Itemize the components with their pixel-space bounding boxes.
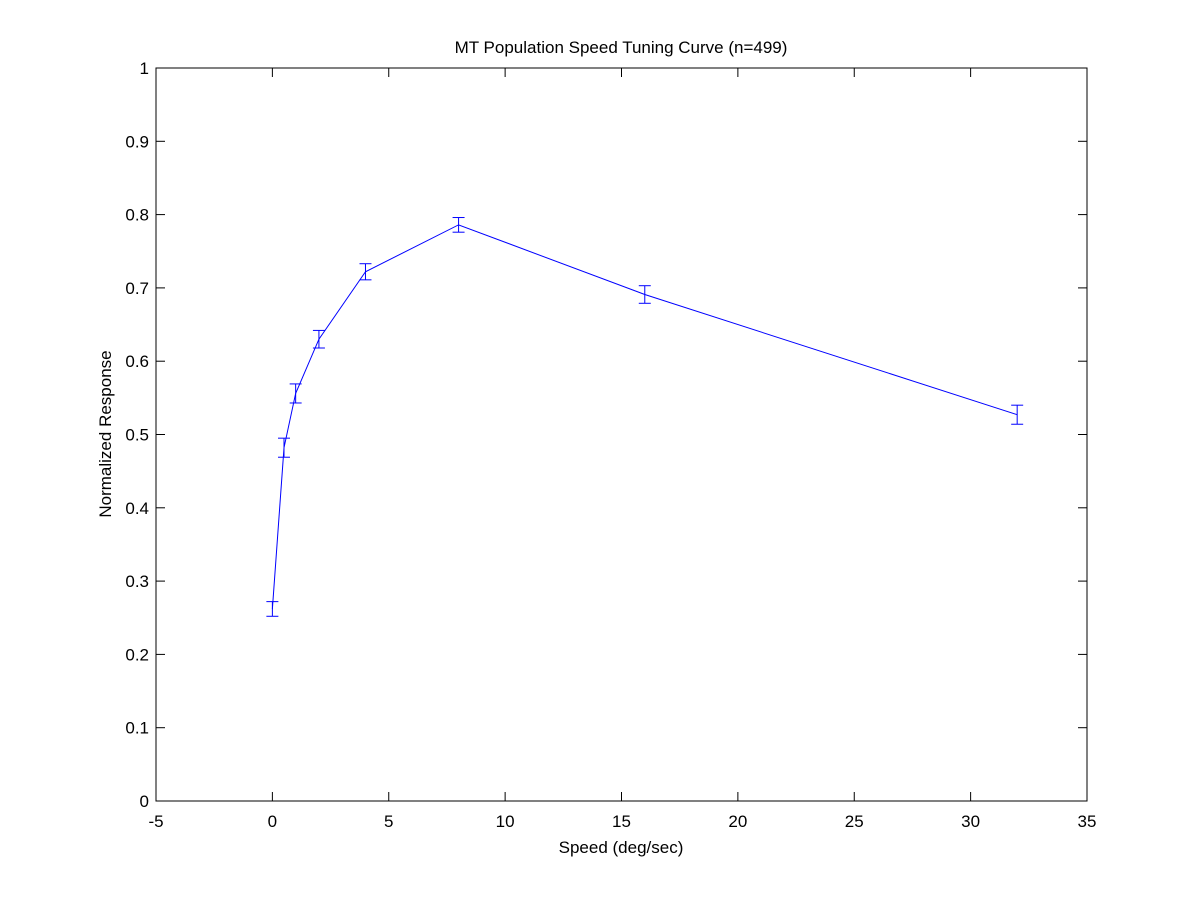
y-tick-label: 0 bbox=[140, 792, 149, 811]
y-tick-label: 0.3 bbox=[125, 572, 149, 591]
x-tick-label: 10 bbox=[496, 812, 515, 831]
axes-box bbox=[155, 67, 1088, 802]
x-tick-label: 15 bbox=[612, 812, 631, 831]
y-tick-label: 0.7 bbox=[125, 279, 149, 298]
error-bar bbox=[1011, 404, 1024, 425]
error-bar bbox=[266, 601, 279, 617]
x-axis-label: Speed (deg/sec) bbox=[559, 838, 684, 857]
x-tick-label: 35 bbox=[1078, 812, 1097, 831]
x-tick-label: 25 bbox=[845, 812, 864, 831]
error-bar bbox=[312, 329, 325, 349]
error-bar bbox=[359, 263, 372, 281]
y-tick-label: 0.8 bbox=[125, 206, 149, 225]
y-tick-label: 0.4 bbox=[125, 499, 149, 518]
y-tick-label: 1 bbox=[140, 59, 149, 78]
x-tick-label: 30 bbox=[961, 812, 980, 831]
y-tick-label: 0.5 bbox=[125, 426, 149, 445]
y-axis-label: Normalized Response bbox=[96, 350, 115, 517]
x-tick-label: 20 bbox=[728, 812, 747, 831]
y-tick-label: 0.1 bbox=[125, 719, 149, 738]
error-bar bbox=[452, 217, 465, 233]
chart-title: MT Population Speed Tuning Curve (n=499) bbox=[455, 38, 788, 57]
y-tick-label: 0.2 bbox=[125, 645, 149, 664]
y-tick-label: 0.6 bbox=[125, 352, 149, 371]
error-bar bbox=[289, 383, 302, 404]
error-bar bbox=[638, 285, 651, 304]
y-tick-label: 0.9 bbox=[125, 132, 149, 151]
series-group bbox=[266, 217, 1024, 617]
error-bar bbox=[278, 437, 291, 458]
tick-labels: -5 0 5 10 15 20 25 30 3500.10.20.30.40.50.60.70.… bbox=[125, 59, 1096, 831]
x-tick-label: 0 bbox=[268, 812, 277, 831]
x-tick-label: -5 bbox=[148, 812, 163, 831]
plot-area bbox=[156, 68, 1087, 801]
x-tick-label: 5 bbox=[384, 812, 393, 831]
